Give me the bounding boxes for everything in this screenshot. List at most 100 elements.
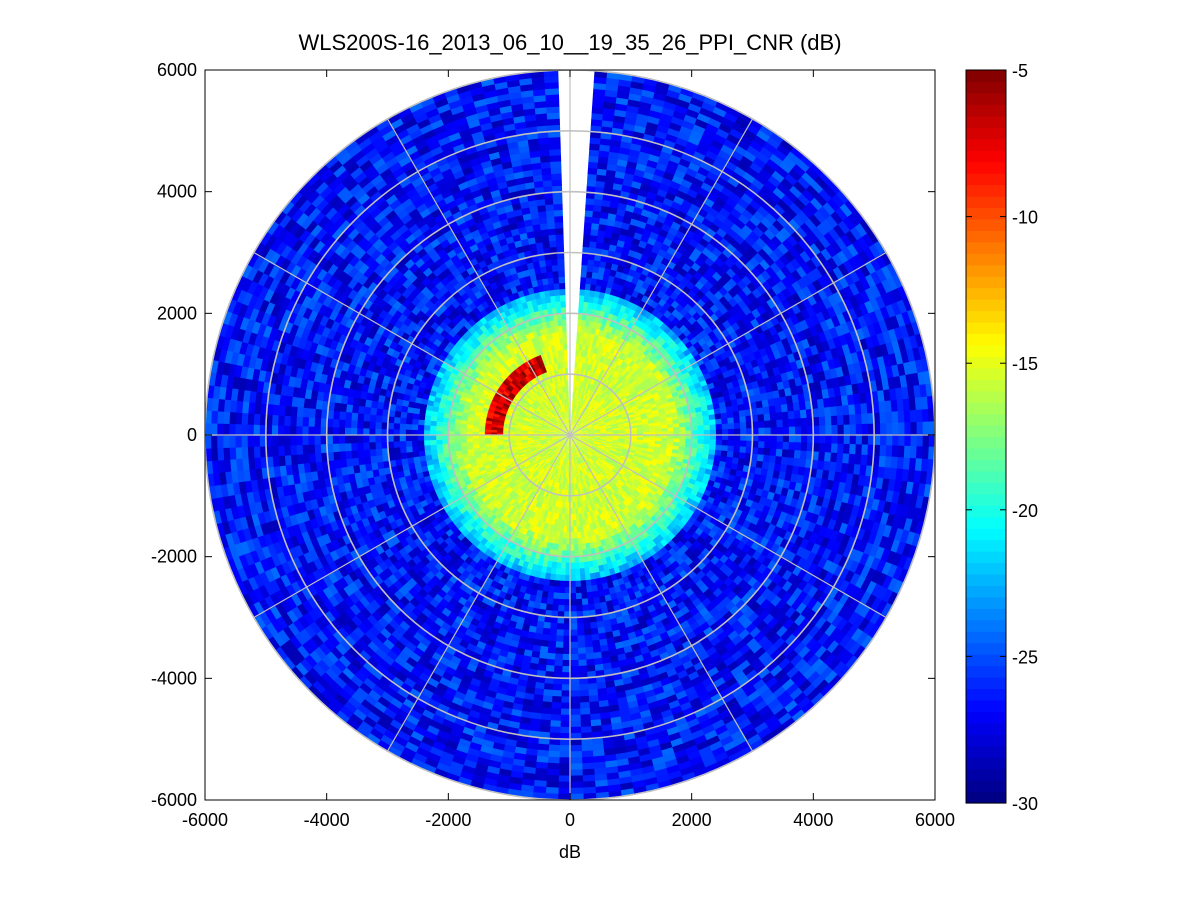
cnr-cell (578, 399, 582, 407)
cnr-cell (819, 434, 826, 445)
cnr-cell (650, 179, 663, 190)
cnr-cell (582, 246, 591, 254)
cnr-cell (607, 352, 614, 360)
cnr-cell (601, 125, 615, 134)
cnr-cell (620, 221, 632, 231)
cnr-cell (571, 422, 575, 430)
cnr-cell (593, 259, 602, 268)
cnr-cell (583, 363, 588, 371)
cnr-cell (576, 337, 581, 345)
cnr-cell (587, 390, 592, 397)
cnr-cell (572, 423, 576, 430)
cnr-cell (576, 325, 582, 333)
cnr-cell (572, 423, 576, 430)
cnr-cell (578, 393, 582, 400)
cnr-cell (588, 351, 594, 360)
cnr-cell (576, 380, 580, 388)
cnr-cell (576, 331, 582, 339)
cnr-cell (681, 119, 697, 131)
cnr-cell (597, 367, 603, 375)
cnr-cell (588, 383, 593, 391)
cnr-cell (583, 222, 593, 230)
cnr-cell (621, 184, 633, 194)
cnr-cell (653, 168, 667, 179)
cnr-cell (666, 127, 682, 139)
cnr-cell (584, 209, 595, 218)
cnr-cell (861, 434, 869, 447)
cnr-cell (604, 175, 617, 184)
cnr-cell (830, 415, 839, 427)
cnr-cell (616, 158, 629, 168)
cnr-cell (849, 424, 857, 436)
cnr-cell (601, 119, 615, 128)
cnr-cell (597, 229, 607, 238)
cnr-cell (606, 163, 619, 172)
cnr-cell (581, 258, 589, 266)
cnr-cell (572, 398, 574, 405)
cnr-cell (794, 418, 802, 428)
cnr-cell (607, 249, 617, 259)
cnr-cell (680, 178, 694, 190)
cnr-cell (712, 106, 729, 119)
cnr-cell (577, 405, 581, 413)
cnr-cell (614, 103, 630, 112)
cnr-cell (579, 374, 583, 382)
cnr-cell (713, 133, 729, 146)
cnr-cell (594, 247, 604, 256)
cnr-cell (601, 330, 608, 338)
cnr-cell (604, 230, 614, 239)
cnr-cell (653, 91, 669, 102)
cnr-cell (584, 382, 590, 390)
cnr-cell (585, 389, 591, 397)
cnr-cell (571, 410, 573, 417)
cnr-cell (687, 135, 703, 147)
cnr-cell (598, 223, 608, 232)
cnr-cell (691, 91, 708, 103)
cnr-cell (586, 376, 592, 384)
cnr-cell (605, 77, 621, 86)
cnr-cell (613, 115, 627, 124)
cnr-cell (572, 410, 575, 418)
cnr-cell (601, 199, 612, 208)
cnr-cell (575, 343, 580, 351)
cnr-cell (596, 374, 602, 382)
cnr-cell (612, 226, 623, 235)
cnr-cell (898, 422, 906, 436)
cnr-cell (598, 348, 605, 357)
cnr-cell (577, 386, 581, 394)
cnr-cell (782, 426, 790, 436)
cnr-cell (617, 152, 631, 162)
cnr-cell (588, 390, 594, 398)
cnr-cell (572, 416, 576, 424)
cnr-cell (904, 434, 912, 448)
cnr-cell (605, 83, 621, 92)
cnr-cell (590, 118, 604, 127)
cnr-cell (669, 154, 683, 165)
cnr-cell (595, 241, 605, 250)
cnr-cell (697, 139, 713, 152)
cnr-cell (613, 176, 626, 186)
cnr-cell (583, 375, 588, 383)
cnr-cell (599, 368, 605, 376)
cnr-cell (665, 133, 680, 144)
cnr-cell (573, 410, 576, 418)
cnr-cell (652, 173, 665, 184)
cnr-cell (576, 405, 580, 412)
cnr-cell (855, 434, 863, 446)
cnr-cell (589, 137, 602, 145)
cnr-cell (794, 434, 802, 444)
cnr-cell (614, 328, 622, 337)
cnr-cell (618, 233, 628, 243)
cnr-cell (591, 352, 597, 360)
cnr-cell (578, 405, 582, 413)
cnr-cell (590, 228, 600, 237)
cnr-cell (594, 340, 601, 349)
cnr-cell (582, 401, 587, 408)
cnr-cell (880, 423, 887, 436)
cnr-cell (609, 339, 616, 348)
cnr-cell (680, 152, 695, 164)
cnr-cell (595, 180, 607, 189)
cnr-cell (695, 145, 710, 157)
cnr-cell (571, 410, 574, 417)
cnr-cell (582, 307, 589, 315)
